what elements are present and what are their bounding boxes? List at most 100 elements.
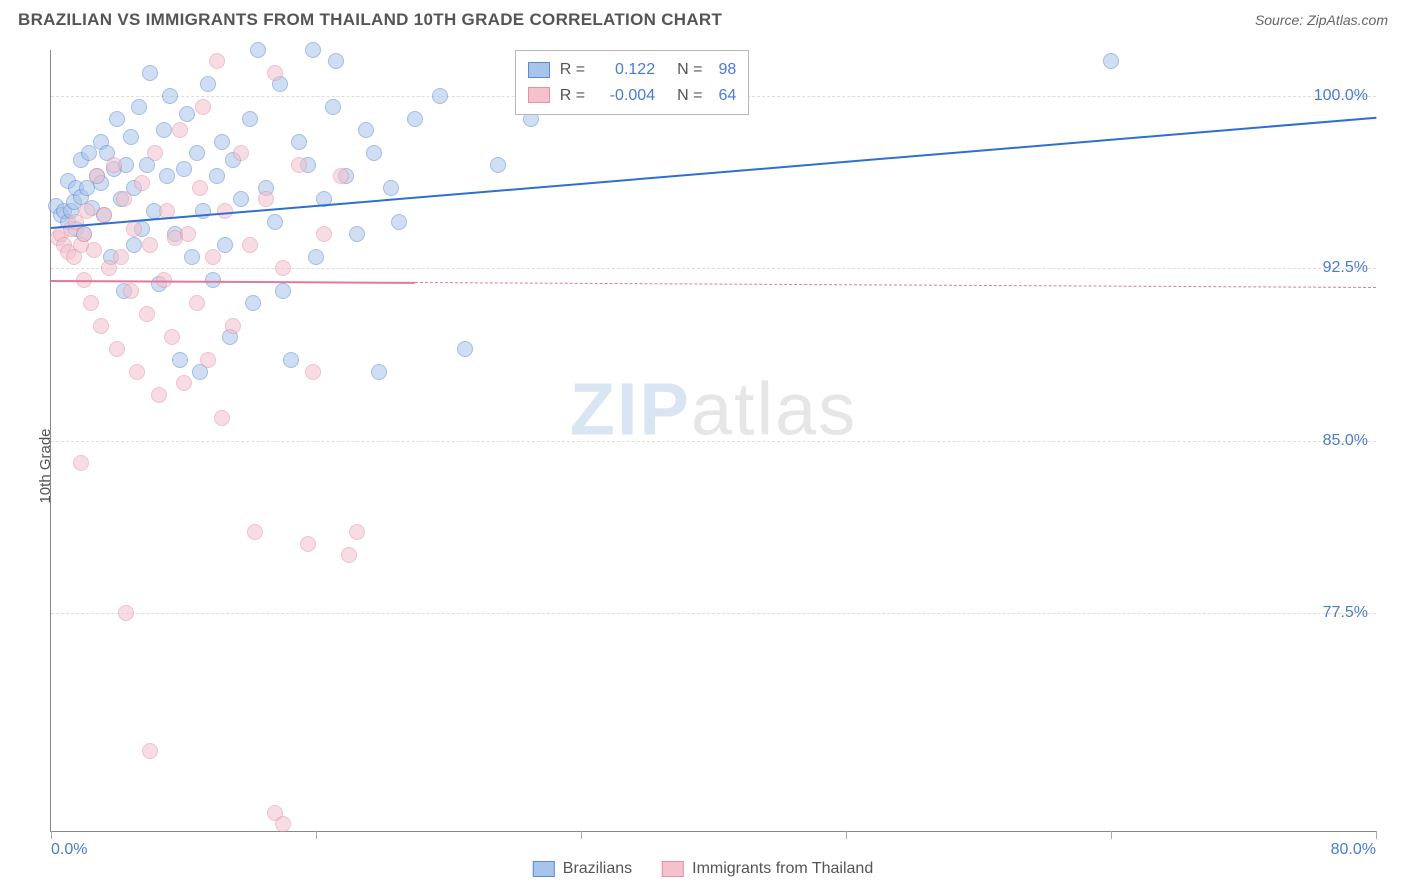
- data-point: [366, 145, 382, 161]
- data-point: [142, 743, 158, 759]
- data-point: [291, 134, 307, 150]
- data-point: [176, 161, 192, 177]
- data-point: [341, 547, 357, 563]
- data-point: [126, 221, 142, 237]
- x-tick: [1111, 831, 1112, 839]
- data-point: [86, 242, 102, 258]
- data-point: [267, 65, 283, 81]
- correlation-legend: R =0.122N =98R =-0.004N =64: [515, 50, 749, 115]
- series-name: Immigrants from Thailand: [692, 860, 873, 878]
- data-point: [432, 88, 448, 104]
- data-point: [275, 260, 291, 276]
- data-point: [116, 191, 132, 207]
- data-point: [96, 207, 112, 223]
- data-point: [142, 65, 158, 81]
- data-point: [383, 180, 399, 196]
- data-point: [106, 157, 122, 173]
- data-point: [109, 341, 125, 357]
- data-point: [179, 106, 195, 122]
- data-point: [142, 237, 158, 253]
- bottom-legend-item: Brazilians: [533, 860, 632, 878]
- watermark-zip: ZIP: [570, 368, 691, 451]
- n-value: 64: [718, 83, 736, 109]
- data-point: [233, 145, 249, 161]
- x-tick: [316, 831, 317, 839]
- data-point: [172, 352, 188, 368]
- y-tick-label: 85.0%: [1323, 432, 1368, 450]
- data-point: [225, 318, 241, 334]
- data-point: [300, 536, 316, 552]
- data-point: [214, 134, 230, 150]
- bottom-legend: Brazilians Immigrants from Thailand: [533, 860, 873, 878]
- data-point: [233, 191, 249, 207]
- data-point: [93, 318, 109, 334]
- data-point: [308, 249, 324, 265]
- data-point: [407, 111, 423, 127]
- gridline-horizontal: [51, 613, 1376, 614]
- data-point: [242, 111, 258, 127]
- trend-line: [415, 282, 1376, 288]
- data-point: [151, 387, 167, 403]
- data-point: [209, 53, 225, 69]
- x-tick: [51, 831, 52, 839]
- r-label: R =: [560, 83, 585, 109]
- x-tick: [1376, 831, 1377, 839]
- data-point: [83, 295, 99, 311]
- data-point: [275, 283, 291, 299]
- data-point: [291, 157, 307, 173]
- data-point: [457, 341, 473, 357]
- watermark: ZIPatlas: [570, 367, 857, 452]
- data-point: [123, 283, 139, 299]
- series-name: Brazilians: [563, 860, 632, 878]
- data-point: [316, 226, 332, 242]
- n-value: 98: [718, 57, 736, 83]
- data-point: [1103, 53, 1119, 69]
- source-label: Source: ZipAtlas.com: [1255, 12, 1388, 28]
- data-point: [247, 524, 263, 540]
- data-point: [209, 168, 225, 184]
- data-point: [200, 76, 216, 92]
- data-point: [195, 99, 211, 115]
- data-point: [333, 168, 349, 184]
- data-point: [129, 364, 145, 380]
- data-point: [113, 249, 129, 265]
- data-point: [164, 329, 180, 345]
- data-point: [358, 122, 374, 138]
- correlation-legend-row: R =-0.004N =64: [528, 83, 736, 109]
- legend-swatch: [662, 861, 684, 877]
- data-point: [131, 99, 147, 115]
- legend-swatch: [528, 87, 550, 103]
- data-point: [242, 237, 258, 253]
- data-point: [73, 455, 89, 471]
- data-point: [328, 53, 344, 69]
- data-point: [205, 249, 221, 265]
- data-point: [79, 203, 95, 219]
- data-point: [118, 605, 134, 621]
- legend-swatch: [533, 861, 555, 877]
- chart-container: 10th Grade ZIPatlas 77.5%85.0%92.5%100.0…: [0, 40, 1406, 892]
- data-point: [172, 122, 188, 138]
- bottom-legend-item: Immigrants from Thailand: [662, 860, 873, 878]
- r-value: -0.004: [595, 83, 655, 109]
- data-point: [217, 203, 233, 219]
- data-point: [89, 168, 105, 184]
- x-tick: [846, 831, 847, 839]
- data-point: [325, 99, 341, 115]
- data-point: [305, 42, 321, 58]
- plot-area: ZIPatlas 77.5%85.0%92.5%100.0%0.0%80.0%R…: [50, 50, 1376, 832]
- data-point: [192, 180, 208, 196]
- data-point: [258, 191, 274, 207]
- data-point: [134, 175, 150, 191]
- y-tick-label: 77.5%: [1323, 604, 1368, 622]
- r-value: 0.122: [595, 57, 655, 83]
- data-point: [245, 295, 261, 311]
- data-point: [214, 410, 230, 426]
- data-point: [147, 145, 163, 161]
- data-point: [109, 111, 125, 127]
- chart-title: BRAZILIAN VS IMMIGRANTS FROM THAILAND 10…: [18, 10, 722, 30]
- watermark-atlas: atlas: [691, 368, 857, 451]
- y-tick-label: 92.5%: [1323, 259, 1368, 277]
- data-point: [305, 364, 321, 380]
- data-point: [250, 42, 266, 58]
- data-point: [275, 816, 291, 832]
